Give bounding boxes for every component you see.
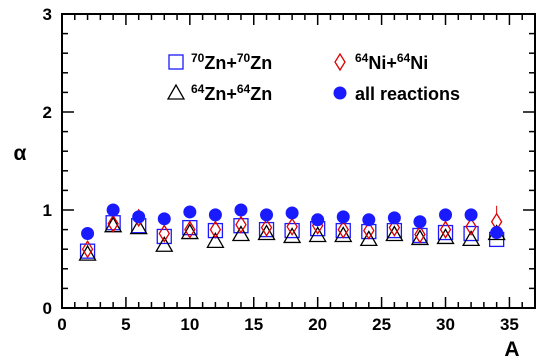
x-tick-label: 30 xyxy=(436,315,455,334)
x-tick-label: 25 xyxy=(372,315,391,334)
data-point xyxy=(284,222,300,239)
legend-superscript: 64 xyxy=(191,82,205,96)
data-point xyxy=(286,217,298,236)
data-point xyxy=(337,220,350,239)
data-point xyxy=(311,213,325,227)
data-point xyxy=(334,226,353,243)
data-point xyxy=(363,221,375,240)
data-point xyxy=(184,220,196,239)
legend-text-part: Zn+ xyxy=(204,84,237,104)
data-point xyxy=(439,208,453,222)
data-point xyxy=(490,226,504,240)
axis-ticks xyxy=(61,13,536,309)
legend-text-part: Ni xyxy=(410,53,428,73)
x-tick-label: 5 xyxy=(121,315,130,334)
data-point xyxy=(156,228,172,245)
y-tick-label: 3 xyxy=(43,5,52,24)
x-axis-title: A xyxy=(504,338,519,360)
data-point xyxy=(132,210,146,224)
legend-text-part: Zn+ xyxy=(204,53,237,73)
data-point xyxy=(439,220,452,239)
data-point xyxy=(183,205,197,219)
data-point xyxy=(464,208,478,222)
data-point xyxy=(234,203,248,217)
y-tick-label: 2 xyxy=(43,103,52,122)
legend-marker xyxy=(166,83,186,100)
data-point xyxy=(81,227,95,241)
legend-text-part: Zn xyxy=(250,53,272,73)
data-point xyxy=(308,226,327,243)
data-point xyxy=(413,215,427,229)
data-point xyxy=(437,224,454,241)
axis-tick-labels: 0 5 10 15 20 25 30 35 0 1 2 3 xyxy=(43,5,519,334)
data-point xyxy=(209,220,222,239)
legend-label: 64Zn+64Zn xyxy=(191,82,272,104)
legend-text-part: Zn xyxy=(250,84,272,104)
data-point xyxy=(414,225,426,244)
data-point xyxy=(107,214,119,233)
data-point xyxy=(155,235,174,252)
x-tick-label: 15 xyxy=(244,315,263,334)
data-point xyxy=(410,229,430,246)
data-point xyxy=(157,212,171,226)
y-tick-label: 0 xyxy=(43,299,52,318)
data-point xyxy=(206,232,225,249)
data-point xyxy=(260,208,274,222)
data-point xyxy=(385,225,404,242)
legend-text-part: Ni+ xyxy=(368,53,397,73)
x-tick-label: 20 xyxy=(308,315,327,334)
data-point xyxy=(285,206,299,220)
data-point xyxy=(257,224,276,241)
legend-superscript: 64 xyxy=(237,82,251,96)
data-point xyxy=(106,203,120,217)
y-axis-title: α xyxy=(14,142,27,165)
legend-label: all reactions xyxy=(355,84,460,104)
legend-marker xyxy=(168,54,184,70)
data-point xyxy=(81,239,94,259)
legend-superscript: 64 xyxy=(397,51,411,65)
legend-text-part: all reactions xyxy=(355,84,460,104)
data-point xyxy=(387,211,401,225)
x-tick-label: 0 xyxy=(57,315,66,334)
data-point xyxy=(336,210,350,224)
legend-label: 64Ni+64Ni xyxy=(355,51,428,73)
data-point xyxy=(231,225,251,242)
data-point xyxy=(78,244,97,261)
data-point xyxy=(461,230,481,247)
data-point xyxy=(129,218,148,235)
y-tick-label: 1 xyxy=(43,201,52,220)
data-point xyxy=(436,228,455,245)
legend-superscript: 70 xyxy=(191,51,205,65)
legend-marker xyxy=(334,52,346,72)
data-point xyxy=(260,218,273,237)
x-tick-label: 35 xyxy=(500,315,519,334)
data-point xyxy=(463,225,479,242)
series-2 xyxy=(81,208,503,259)
x-tick-label: 10 xyxy=(180,315,199,334)
data-point xyxy=(158,224,171,243)
series-3 xyxy=(81,203,504,241)
data-point xyxy=(282,227,302,244)
series-0 xyxy=(79,215,505,259)
legend-superscript: 70 xyxy=(237,51,251,65)
data-point xyxy=(208,208,222,222)
data-point xyxy=(388,218,401,237)
legend-marker xyxy=(333,86,347,100)
data-points xyxy=(78,203,506,261)
data-point xyxy=(359,230,378,247)
plot-frame xyxy=(61,13,536,309)
data-point xyxy=(362,213,376,227)
legend-superscript: 64 xyxy=(355,51,369,65)
legend-label: 70Zn+70Zn xyxy=(191,51,272,73)
data-point xyxy=(235,215,247,234)
data-point xyxy=(465,217,477,236)
